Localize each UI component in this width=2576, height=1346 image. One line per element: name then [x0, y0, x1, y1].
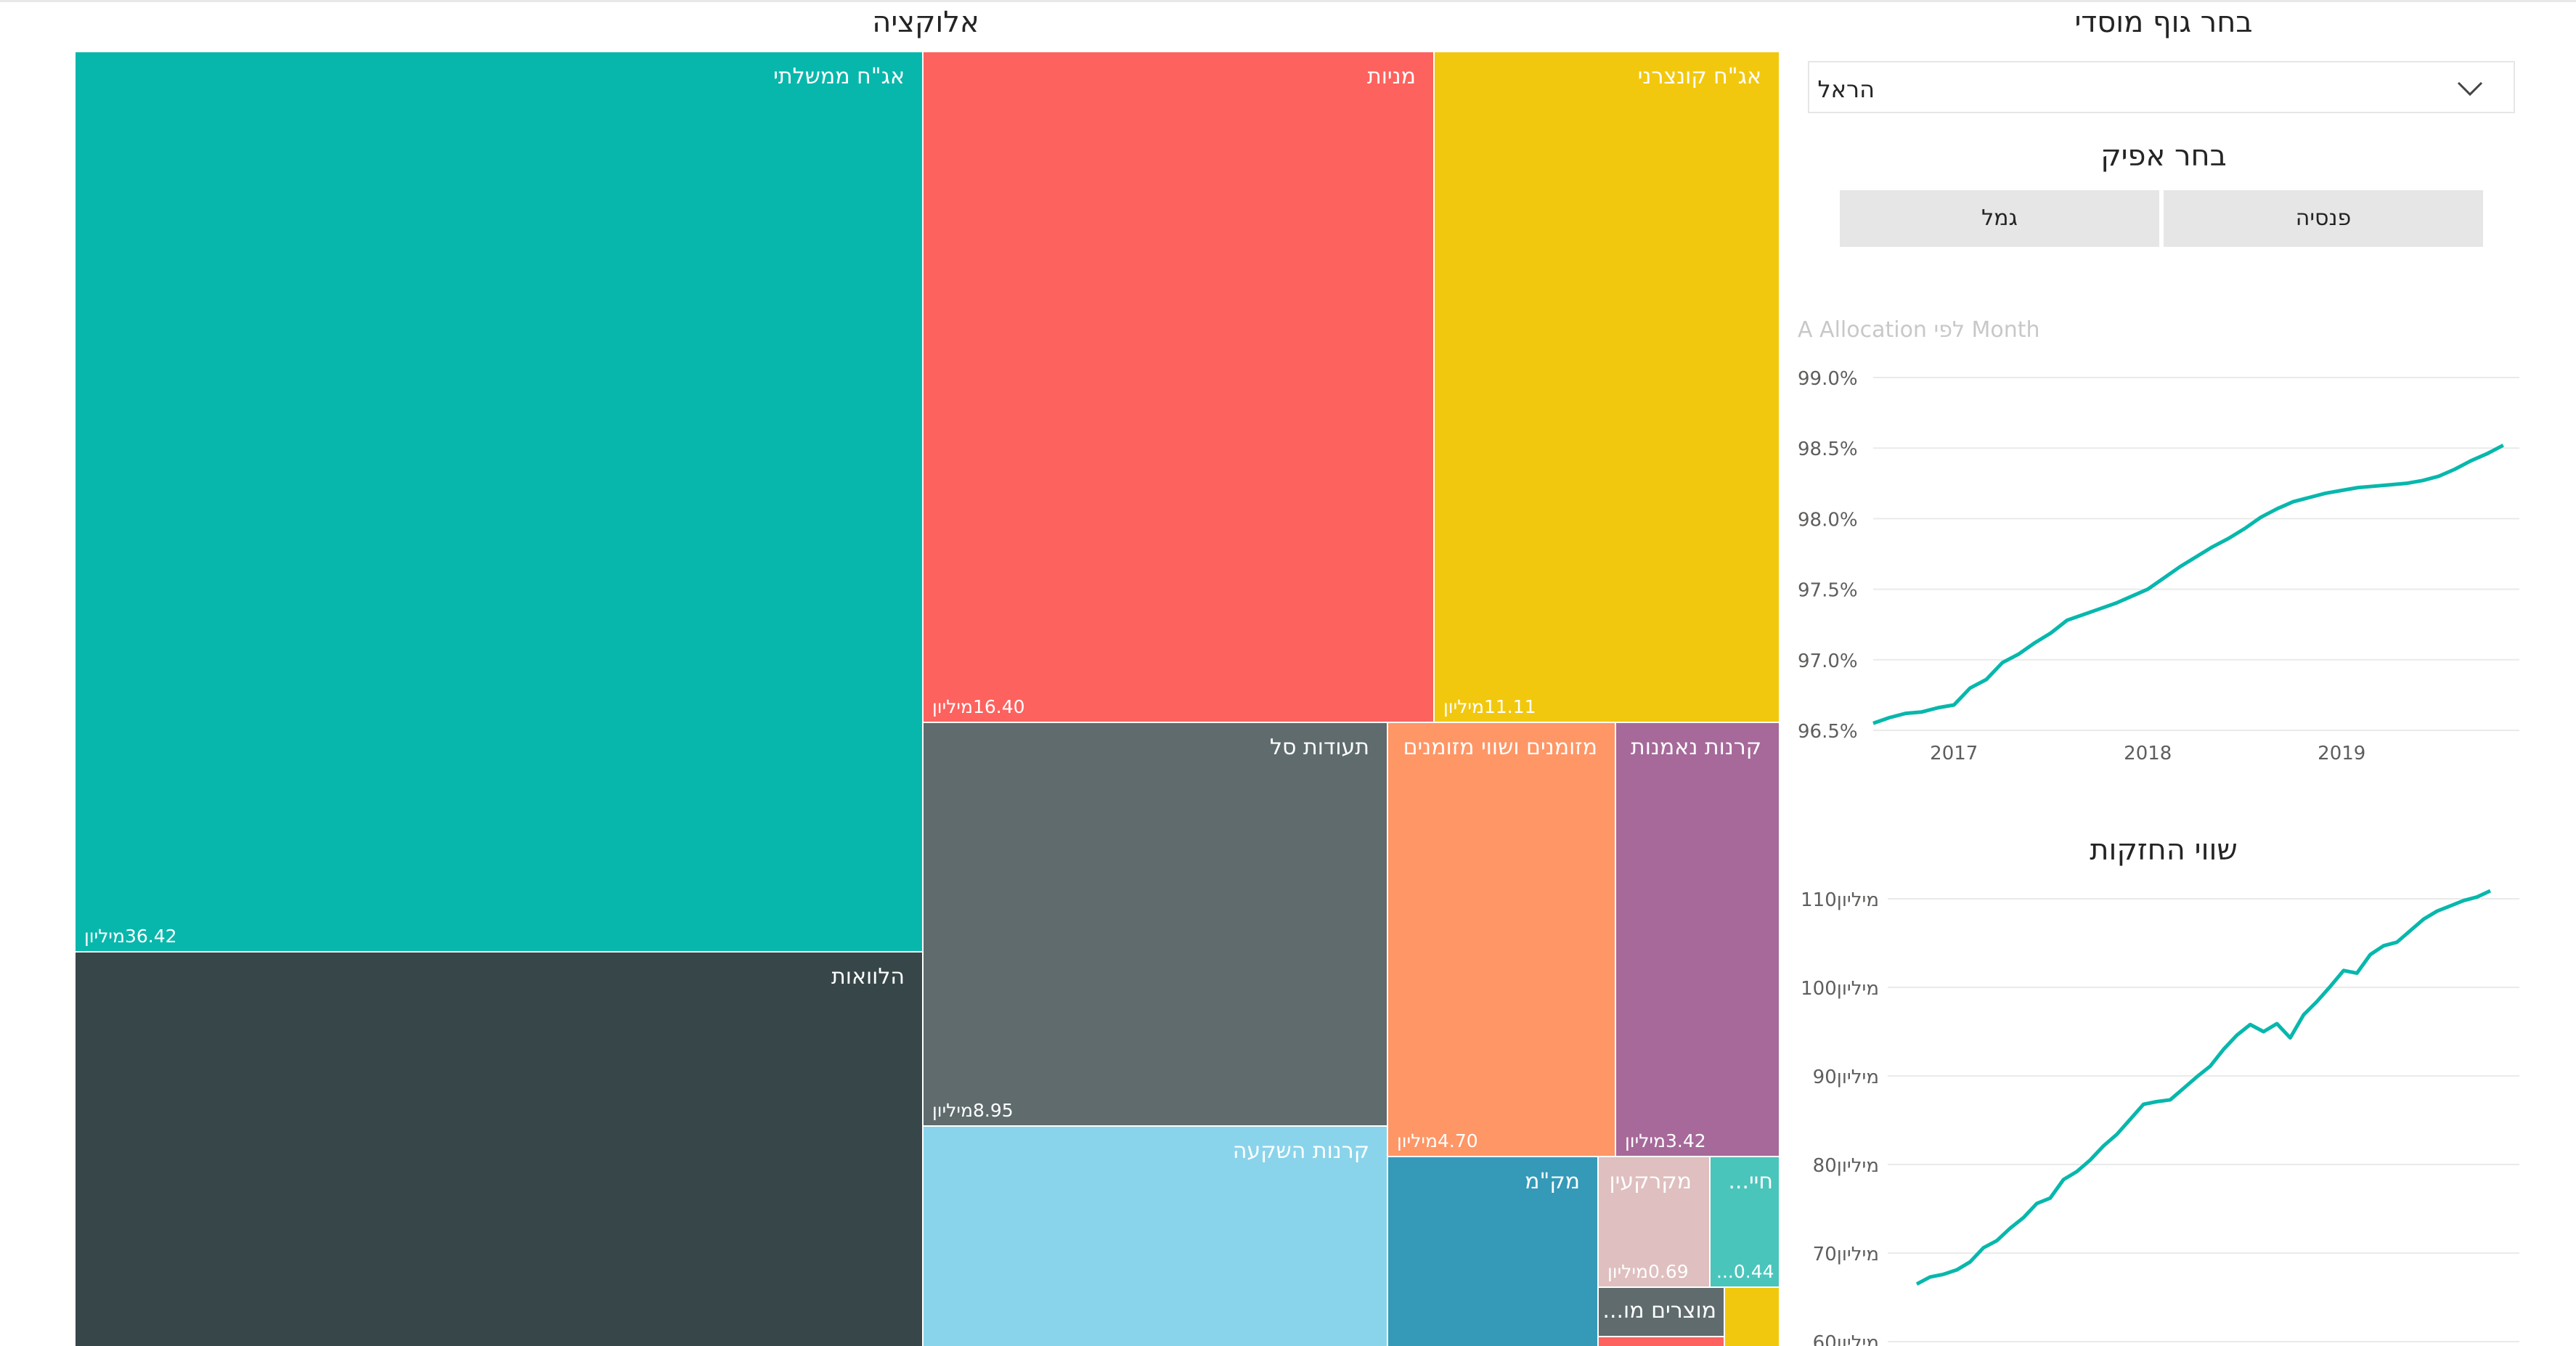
tile-value: 8.95מיליון	[932, 1100, 1014, 1121]
tile-label: הלוואות	[831, 964, 905, 990]
treemap-tile-other-1[interactable]	[1725, 1288, 1779, 1346]
allocation-line-chart: A Allocation לפי Month 99.0% 98.5% 98.0% 97.…	[1798, 317, 2519, 764]
treemap-tile-investment-funds[interactable]: קרנות השקעה	[924, 1127, 1387, 1346]
tile-label: מזומנים ושווי מזומנים	[1403, 735, 1597, 760]
tile-label: חיי...	[1728, 1169, 1773, 1194]
treemap-tile-corporate-bonds[interactable]: אג"ח קונצרני 11.11מיליון	[1435, 52, 1779, 722]
channel-option-pension[interactable]: פנסיה	[2164, 190, 2483, 247]
allocation-title: אלוקציה	[872, 6, 979, 39]
treemap-tile-structured-products[interactable]: מוצרים מו...	[1599, 1288, 1724, 1336]
treemap-tile-stocks[interactable]: מניות 16.40מיליון	[924, 52, 1433, 722]
tile-label: מקרקעין	[1609, 1169, 1692, 1194]
tile-label: אג"ח קונצרני	[1637, 64, 1761, 89]
treemap-tile-government-bonds[interactable]: אג"ח ממשלתי 36.42מיליון	[76, 52, 922, 951]
x-tick-label: 2019	[2318, 743, 2365, 764]
tile-label: מוצרים מו...	[1603, 1298, 1716, 1323]
x-tick-label: 2017	[1930, 743, 1978, 764]
chart-title: A Allocation לפי Month	[1798, 317, 2040, 343]
holdings-line-chart: 110מיליון 100מיליון 90מיליון 80מיליון 70מילי…	[1801, 889, 2519, 1346]
x-tick-label: 2018	[2124, 743, 2172, 764]
tile-value: 3.42מיליון	[1625, 1130, 1706, 1151]
channel-slicer-title: בחר אפיק	[2100, 139, 2227, 173]
treemap-tile-debtors[interactable]: חיי... 0.44...	[1711, 1157, 1779, 1286]
y-tick-label: 80מיליון	[1813, 1155, 1879, 1177]
treemap-tile-real-estate[interactable]: מקרקעין 0.69מיליון	[1599, 1157, 1709, 1286]
tile-label: תעודות סל	[1270, 735, 1369, 760]
top-border	[0, 0, 2576, 2]
treemap-tile-cash[interactable]: מזומנים ושווי מזומנים 4.70מיליון	[1388, 723, 1615, 1156]
holdings-chart-title: שווי החזקות	[2090, 833, 2238, 867]
y-tick-label: 100מיליון	[1801, 978, 1879, 1000]
y-tick-label: 70מיליון	[1813, 1244, 1879, 1265]
tile-value: 11.11מיליון	[1443, 696, 1536, 717]
y-tick-label: 98.5%	[1798, 439, 1858, 460]
y-tick-label: 97.0%	[1798, 650, 1858, 672]
y-tick-label: 110מיליון	[1801, 889, 1879, 911]
institution-dropdown[interactable]: הראל	[1808, 61, 2515, 113]
treemap-tile-etfs[interactable]: תעודות סל 8.95מיליון	[924, 723, 1387, 1125]
treemap-tile-mutual-funds[interactable]: קרנות נאמנות 3.42מיליון	[1616, 723, 1779, 1156]
tile-value: 4.70מיליון	[1397, 1130, 1478, 1151]
tile-label: קרנות נאמנות	[1631, 735, 1761, 760]
tile-label: אג"ח ממשלתי	[773, 64, 905, 89]
treemap-tile-other-2[interactable]	[1599, 1337, 1724, 1346]
tile-value: 16.40מיליון	[932, 696, 1025, 717]
holdings-series-line	[1915, 889, 2492, 1286]
institution-slicer-title: בחר גוף מוסדי	[2074, 6, 2253, 39]
y-tick-label: 90מיליון	[1813, 1066, 1879, 1088]
tile-value: 36.42מיליון	[84, 926, 177, 947]
y-tick-label: 99.0%	[1798, 368, 1858, 390]
treemap-tile-makam[interactable]: מק"מ	[1388, 1157, 1597, 1346]
chevron-down-icon	[2457, 81, 2483, 97]
channel-option-provident[interactable]: גמל	[1840, 190, 2159, 247]
y-tick-label: 97.5%	[1798, 580, 1858, 602]
y-tick-label: 96.5%	[1798, 721, 1858, 743]
institution-selected-value: הראל	[1817, 76, 1875, 103]
treemap-tile-loans[interactable]: הלוואות	[76, 953, 922, 1346]
tile-label: מניות	[1367, 64, 1416, 89]
y-tick-label: 60מיליון	[1813, 1332, 1879, 1346]
allocation-series-line	[1872, 444, 2504, 725]
tile-label: מק"מ	[1525, 1169, 1580, 1194]
tile-value: 0.69מיליון	[1607, 1261, 1689, 1282]
y-tick-label: 98.0%	[1798, 509, 1858, 531]
tile-value: 0.44...	[1716, 1261, 1774, 1282]
tile-label: קרנות השקעה	[1232, 1138, 1369, 1164]
